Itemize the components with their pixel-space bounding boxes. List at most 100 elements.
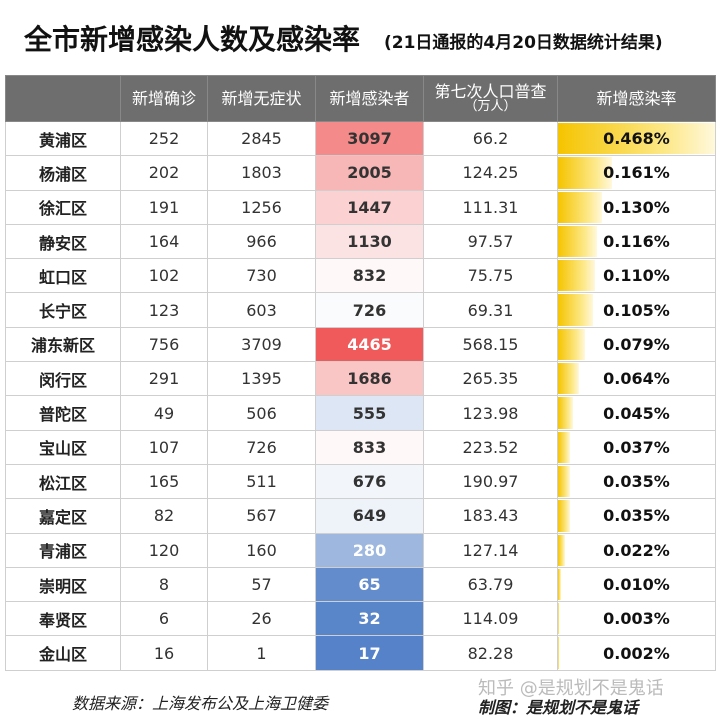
rate-cell: 0.045% bbox=[557, 395, 716, 431]
number-cell: 511 bbox=[207, 463, 316, 500]
number-cell: 291 bbox=[120, 361, 208, 397]
table-row: 长宁区 123 603 726 69.31 0.105% bbox=[5, 292, 716, 328]
rate-bar bbox=[558, 260, 595, 292]
infected-cell: 280 bbox=[315, 532, 424, 568]
number-cell: 506 bbox=[207, 395, 316, 431]
table-row: 虹口区 102 730 832 75.75 0.110% bbox=[5, 258, 716, 294]
district-cell: 金山区 bbox=[5, 635, 121, 671]
rate-bar bbox=[558, 225, 597, 258]
header-row: 新增确诊 新增无症状 新增感染者 第七次人口普查 （万人） 新增感染率 bbox=[5, 75, 716, 122]
rate-cell: 0.116% bbox=[557, 223, 716, 260]
district-cell: 崇明区 bbox=[5, 566, 121, 603]
header-unit: （万人） bbox=[464, 99, 517, 115]
title: 全市新增感染人数及感染率 bbox=[24, 23, 361, 56]
number-cell: 102 bbox=[120, 258, 208, 294]
number-cell: 107 bbox=[120, 429, 208, 465]
infected-cell: 3097 bbox=[315, 120, 424, 157]
rate-text: 0.161% bbox=[603, 163, 670, 183]
number-cell: 123.98 bbox=[423, 395, 558, 431]
number-cell: 97.57 bbox=[423, 223, 558, 260]
rate-text: 0.037% bbox=[603, 437, 670, 457]
infected-cell: 4465 bbox=[315, 326, 424, 363]
rate-bar bbox=[558, 500, 570, 532]
number-cell: 966 bbox=[207, 223, 316, 260]
infected-cell: 1447 bbox=[315, 189, 424, 225]
number-cell: 165 bbox=[120, 463, 208, 500]
infected-cell: 1130 bbox=[315, 223, 424, 260]
rate-bar bbox=[558, 294, 594, 326]
rate-bar bbox=[558, 157, 612, 189]
number-cell: 730 bbox=[207, 258, 316, 294]
table-row: 金山区 16 1 17 82.28 0.002% bbox=[5, 635, 716, 671]
rate-cell: 0.022% bbox=[557, 532, 716, 568]
table-row: 浦东新区 756 3709 4465 568.15 0.079% bbox=[5, 326, 716, 363]
infected-cell: 555 bbox=[315, 395, 424, 431]
header-text: 新增感染率 bbox=[596, 88, 677, 108]
district-cell: 静安区 bbox=[5, 223, 121, 260]
rate-cell: 0.161% bbox=[557, 155, 716, 191]
district-cell: 长宁区 bbox=[5, 292, 121, 328]
data-table: 新增确诊 新增无症状 新增感染者 第七次人口普查 （万人） 新增感染率 黄浦区 252 284… bbox=[5, 75, 716, 671]
number-cell: 8 bbox=[120, 566, 208, 603]
number-cell: 1803 bbox=[207, 155, 316, 191]
district-cell: 嘉定区 bbox=[5, 498, 121, 534]
header-cell: 新增感染者 bbox=[315, 75, 424, 122]
infected-cell: 1686 bbox=[315, 361, 424, 397]
table-row: 崇明区 8 57 65 63.79 0.010% bbox=[5, 566, 716, 603]
table-row: 黄浦区 252 2845 3097 66.2 0.468% bbox=[5, 120, 716, 157]
number-cell: 127.14 bbox=[423, 532, 558, 568]
rate-cell: 0.468% bbox=[557, 120, 716, 157]
table-row: 嘉定区 82 567 649 183.43 0.035% bbox=[5, 498, 716, 534]
table-row: 宝山区 107 726 833 223.52 0.037% bbox=[5, 429, 716, 465]
number-cell: 252 bbox=[120, 120, 208, 157]
header-text: 新增无症状 bbox=[221, 88, 302, 108]
number-cell: 16 bbox=[120, 635, 208, 671]
number-cell: 111.31 bbox=[423, 189, 558, 225]
rate-cell: 0.035% bbox=[557, 463, 716, 500]
number-cell: 603 bbox=[207, 292, 316, 328]
rate-bar bbox=[558, 534, 566, 566]
header-cell: 新增无症状 bbox=[207, 75, 316, 122]
rate-bar bbox=[558, 568, 562, 601]
table-row: 松江区 165 511 676 190.97 0.035% bbox=[5, 463, 716, 500]
header-cell: 新增确诊 bbox=[120, 75, 208, 122]
number-cell: 567 bbox=[207, 498, 316, 534]
number-cell: 223.52 bbox=[423, 429, 558, 465]
number-cell: 183.43 bbox=[423, 498, 558, 534]
header-text: 第七次人口普查 bbox=[434, 81, 547, 101]
rate-cell: 0.130% bbox=[557, 189, 716, 225]
number-cell: 3709 bbox=[207, 326, 316, 363]
infected-cell: 2005 bbox=[315, 155, 424, 191]
table-body: 黄浦区 252 2845 3097 66.2 0.468% 杨浦区 202 1803 2005 12… bbox=[5, 120, 716, 671]
infected-cell: 726 bbox=[315, 292, 424, 328]
rate-text: 0.035% bbox=[603, 472, 670, 492]
number-cell: 190.97 bbox=[423, 463, 558, 500]
district-cell: 浦东新区 bbox=[5, 326, 121, 363]
rate-text: 0.130% bbox=[603, 197, 670, 217]
table-row: 徐汇区 191 1256 1447 111.31 0.130% bbox=[5, 189, 716, 225]
rate-text: 0.064% bbox=[603, 369, 670, 389]
table-row: 奉贤区 6 26 32 114.09 0.003% bbox=[5, 601, 716, 637]
table-row: 闵行区 291 1395 1686 265.35 0.064% bbox=[5, 361, 716, 397]
number-cell: 2845 bbox=[207, 120, 316, 157]
rate-text: 0.035% bbox=[603, 506, 670, 526]
rate-text: 0.002% bbox=[603, 643, 670, 663]
number-cell: 26 bbox=[207, 601, 316, 637]
infected-cell: 32 bbox=[315, 601, 424, 637]
rate-cell: 0.110% bbox=[557, 258, 716, 294]
number-cell: 57 bbox=[207, 566, 316, 603]
rate-bar bbox=[558, 603, 559, 635]
rate-text: 0.105% bbox=[603, 300, 670, 320]
rate-cell: 0.002% bbox=[557, 635, 716, 671]
district-cell: 普陀区 bbox=[5, 395, 121, 431]
header-cell: 第七次人口普查 （万人） bbox=[423, 75, 558, 122]
district-cell: 奉贤区 bbox=[5, 601, 121, 637]
rate-text: 0.116% bbox=[603, 232, 670, 252]
district-cell: 宝山区 bbox=[5, 429, 121, 465]
rate-cell: 0.064% bbox=[557, 361, 716, 397]
table-row: 静安区 164 966 1130 97.57 0.116% bbox=[5, 223, 716, 260]
number-cell: 160 bbox=[207, 532, 316, 568]
number-cell: 49 bbox=[120, 395, 208, 431]
number-cell: 69.31 bbox=[423, 292, 558, 328]
